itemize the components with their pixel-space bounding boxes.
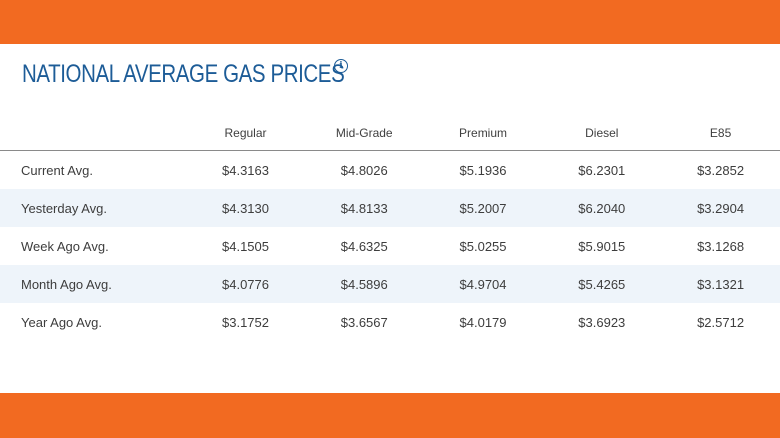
price-cell-regular: $4.3163 [222, 162, 269, 178]
price-cell-diesel: $3.6923 [578, 314, 626, 330]
price-cell-e85: $3.1321 [661, 265, 780, 303]
column-header-diesel: Diesel [542, 116, 662, 151]
table-header-row: Regular Mid-Grade Premium Diesel E85 [0, 116, 780, 151]
price-cell-premium: $5.0255 [459, 238, 507, 254]
price-cell-e85: $3.2904 [661, 189, 780, 227]
bottom-orange-band [0, 393, 780, 438]
info-icon[interactable]: i [334, 59, 348, 73]
table-row-year-ago: Year Ago Avg. $3.1752 $3.6567 $4.0179 $3… [0, 303, 780, 341]
row-label: Yesterday Avg. [0, 189, 187, 227]
title-area: NATIONAL AVERAGE GAS PRICES i [22, 58, 415, 90]
gas-prices-table: Regular Mid-Grade Premium Diesel E85 Cur… [0, 116, 780, 341]
price-cell-regular: $4.1505 [222, 238, 269, 254]
price-cell-e85: $3.1268 [697, 238, 745, 254]
table-row-week-ago: Week Ago Avg. $4.1505 $4.6325 $5.0255 $5… [0, 227, 780, 265]
price-cell-diesel: $5.4265 [542, 265, 662, 303]
price-cell-premium: $5.1936 [459, 162, 507, 178]
page-title: NATIONAL AVERAGE GAS PRICES [22, 60, 345, 88]
row-label: Year Ago Avg. [21, 314, 102, 330]
column-header-mid-grade: Mid-Grade [304, 116, 424, 151]
price-cell-premium: $4.9704 [423, 265, 543, 303]
row-label: Current Avg. [21, 162, 94, 178]
price-cell-diesel: $6.2040 [542, 189, 662, 227]
price-cell-mid-grade: $4.8133 [304, 189, 424, 227]
row-label: Month Ago Avg. [0, 265, 187, 303]
info-glyph: i [339, 60, 343, 71]
price-cell-regular: $4.3130 [186, 189, 305, 227]
row-label: Week Ago Avg. [21, 238, 109, 254]
table-row-current: Current Avg. $4.3163 $4.8026 $5.1936 $6.… [0, 151, 780, 190]
price-cell-mid-grade: $4.6325 [340, 238, 388, 254]
price-cell-regular: $3.1752 [222, 314, 269, 330]
column-header-regular: Regular [186, 116, 305, 151]
table-row-month-ago: Month Ago Avg. $4.0776 $4.5896 $4.9704 $… [0, 265, 780, 303]
price-cell-diesel: $5.9015 [578, 238, 626, 254]
column-header-label [0, 116, 187, 151]
price-cell-regular: $4.0776 [186, 265, 305, 303]
price-cell-e85: $2.5712 [697, 314, 745, 330]
price-cell-premium: $4.0179 [459, 314, 507, 330]
column-header-premium: Premium [423, 116, 543, 151]
column-header-e85: E85 [661, 116, 780, 151]
price-cell-mid-grade: $4.8026 [340, 162, 388, 178]
price-cell-diesel: $6.2301 [578, 162, 626, 178]
price-cell-mid-grade: $3.6567 [340, 314, 388, 330]
price-cell-premium: $5.2007 [423, 189, 543, 227]
table-row-yesterday: Yesterday Avg. $4.3130 $4.8133 $5.2007 $… [0, 189, 780, 227]
top-orange-band [0, 0, 780, 44]
price-cell-mid-grade: $4.5896 [304, 265, 424, 303]
price-cell-e85: $3.2852 [697, 162, 745, 178]
